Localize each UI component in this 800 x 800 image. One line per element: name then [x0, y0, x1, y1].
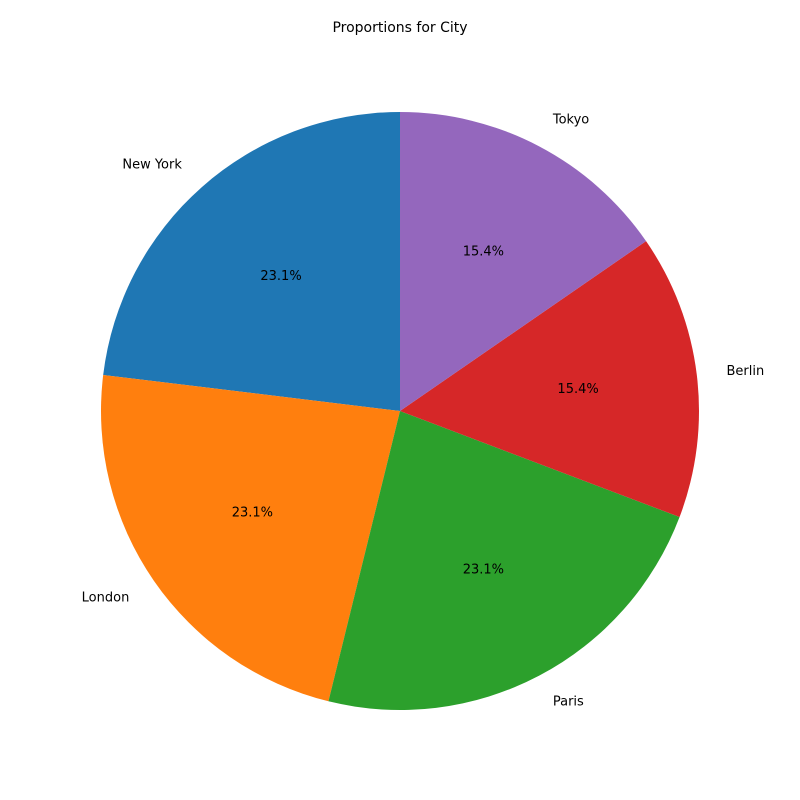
pie-slices — [101, 112, 700, 710]
pie-slice-berlin — [400, 241, 700, 518]
chart-title: Proportions for City — [332, 20, 467, 36]
slice-label-tokyo: Tokyo — [552, 112, 589, 127]
percent-label-tokyo: 15.4% — [463, 245, 504, 260]
percent-label-new-york: 23.1% — [260, 269, 301, 284]
percent-label-berlin: 15.4% — [557, 382, 598, 397]
slice-label-london: London — [82, 590, 130, 605]
slice-label-berlin: Berlin — [727, 364, 765, 379]
pie-slice-tokyo — [400, 112, 647, 411]
pie-slice-paris — [328, 411, 680, 710]
slice-label-paris: Paris — [553, 695, 584, 710]
percent-label-london: 23.1% — [232, 505, 273, 520]
slice-label-new-york: New York — [122, 157, 182, 172]
pie-slice-new-york — [103, 112, 400, 411]
pie-slice-london — [101, 374, 400, 702]
pie-labels: New York 23.1% London 23.1% Paris 23.1% Berlin… — [82, 112, 765, 709]
percent-label-paris: 23.1% — [463, 562, 504, 577]
